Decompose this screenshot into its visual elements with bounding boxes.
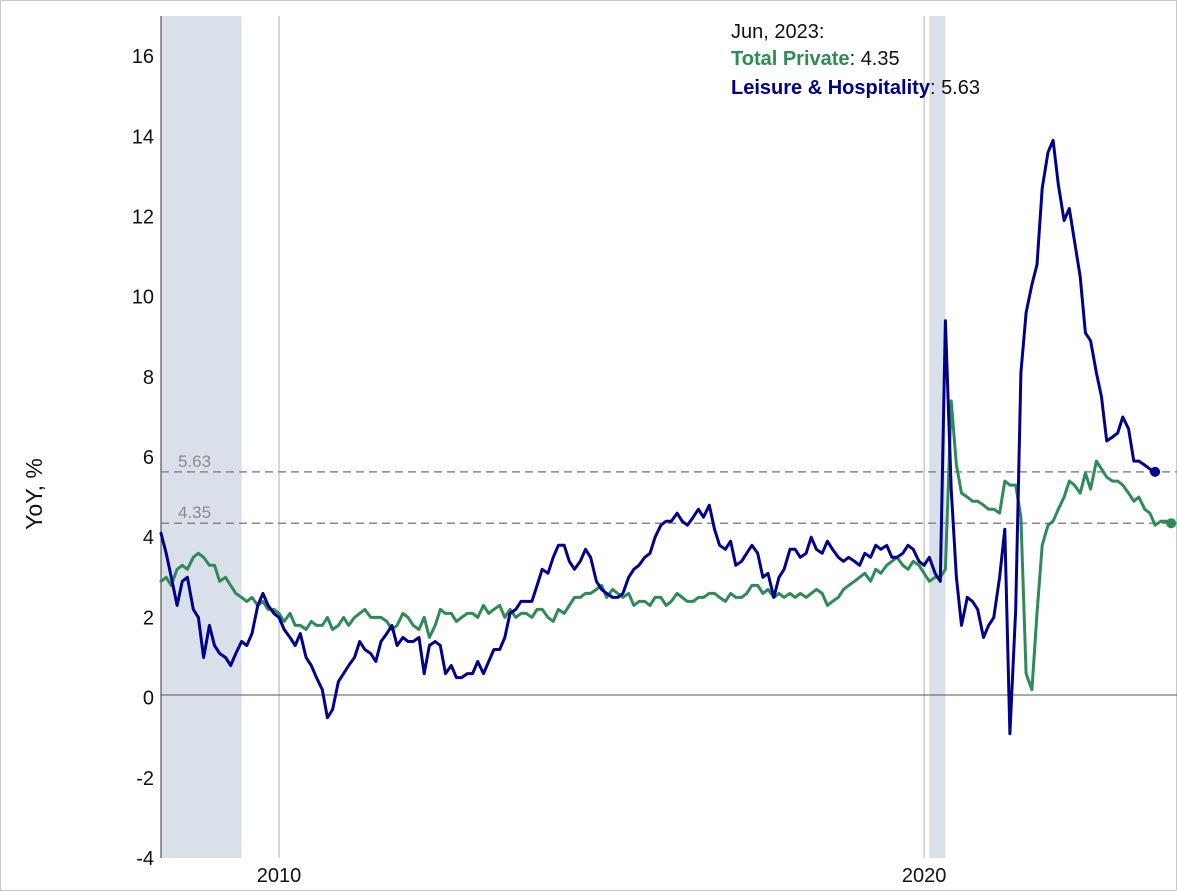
reference-label-1: 4.35 (178, 503, 211, 522)
annotation-date: Jun, 2023: (731, 21, 824, 43)
reference-label-0: 5.63 (178, 452, 211, 471)
x-tick-label-2020: 2020 (902, 865, 947, 887)
y-tick-label: 8 (143, 367, 154, 389)
annotation-total-private: Total Private: 4.35 (731, 48, 900, 70)
series-end-marker-leisure-hospitality[interactable] (1150, 466, 1161, 477)
y-tick-label: 0 (143, 688, 154, 710)
x-tick-labels: 2010 2020 (257, 865, 947, 887)
recession-band-0 (161, 16, 242, 858)
y-tick-label: 4 (143, 527, 154, 549)
annotation-total-private-name: Total Private (731, 48, 850, 70)
series-line-total-private (159, 399, 1173, 692)
recession-band-1 (929, 16, 946, 858)
annotation-leisure-hospitality-name: Leisure & Hospitality (731, 77, 931, 99)
reference-lines: 5.63 4.35 (161, 452, 1177, 524)
annotation-total-private-value: 4.35 (861, 48, 900, 70)
y-tick-label: 12 (132, 206, 154, 228)
y-tick-labels: -4 -2 0 2 4 6 8 10 12 14 16 (132, 46, 154, 870)
series-line-leisure-hospitality (159, 138, 1157, 736)
x-gridlines (278, 16, 925, 858)
y-tick-label: 10 (132, 287, 154, 309)
y-tick-label: -2 (136, 768, 154, 790)
series-lines (159, 138, 1177, 736)
series-end-marker-total-private[interactable] (1166, 518, 1177, 529)
y-tick-label: -4 (136, 848, 154, 870)
y-tick-label: 14 (132, 126, 154, 148)
x-tick-label-2010: 2010 (257, 865, 302, 887)
recession-shading (161, 16, 946, 858)
hover-annotation: Jun, 2023: Total Private: 4.35 Leisure &… (731, 21, 980, 99)
y-tick-label: 2 (143, 607, 154, 629)
annotation-leisure-hospitality: Leisure & Hospitality: 5.63 (731, 77, 980, 99)
annotation-leisure-hospitality-sep: : (930, 77, 941, 99)
y-tick-label: 6 (143, 447, 154, 469)
y-axis-label: YoY, % (21, 458, 47, 530)
y-tick-label: 16 (132, 46, 154, 68)
annotation-leisure-hospitality-value: 5.63 (941, 77, 980, 99)
annotation-total-private-sep: : (850, 48, 861, 70)
